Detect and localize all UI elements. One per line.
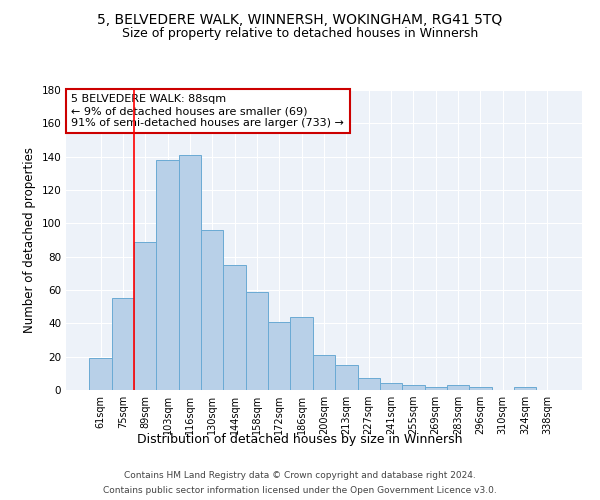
Bar [246, 292, 268, 390]
Bar [514, 386, 536, 390]
Bar [380, 384, 402, 390]
Bar [469, 386, 491, 390]
Text: Distribution of detached houses by size in Winnersh: Distribution of detached houses by size … [137, 432, 463, 446]
Text: Contains HM Land Registry data © Crown copyright and database right 2024.: Contains HM Land Registry data © Crown c… [124, 471, 476, 480]
Text: Size of property relative to detached houses in Winnersh: Size of property relative to detached ho… [122, 28, 478, 40]
Bar [290, 316, 313, 390]
Text: Contains public sector information licensed under the Open Government Licence v3: Contains public sector information licen… [103, 486, 497, 495]
Text: 5 BELVEDERE WALK: 88sqm
← 9% of detached houses are smaller (69)
91% of semi-det: 5 BELVEDERE WALK: 88sqm ← 9% of detached… [71, 94, 344, 128]
Bar [201, 230, 223, 390]
Bar [179, 155, 201, 390]
Bar [223, 265, 246, 390]
Bar [157, 160, 179, 390]
Bar [358, 378, 380, 390]
Bar [268, 322, 290, 390]
Bar [313, 355, 335, 390]
Bar [402, 385, 425, 390]
Y-axis label: Number of detached properties: Number of detached properties [23, 147, 36, 333]
Bar [89, 358, 112, 390]
Bar [335, 365, 358, 390]
Bar [447, 385, 469, 390]
Bar [112, 298, 134, 390]
Text: 5, BELVEDERE WALK, WINNERSH, WOKINGHAM, RG41 5TQ: 5, BELVEDERE WALK, WINNERSH, WOKINGHAM, … [97, 12, 503, 26]
Bar [425, 386, 447, 390]
Bar [134, 242, 157, 390]
